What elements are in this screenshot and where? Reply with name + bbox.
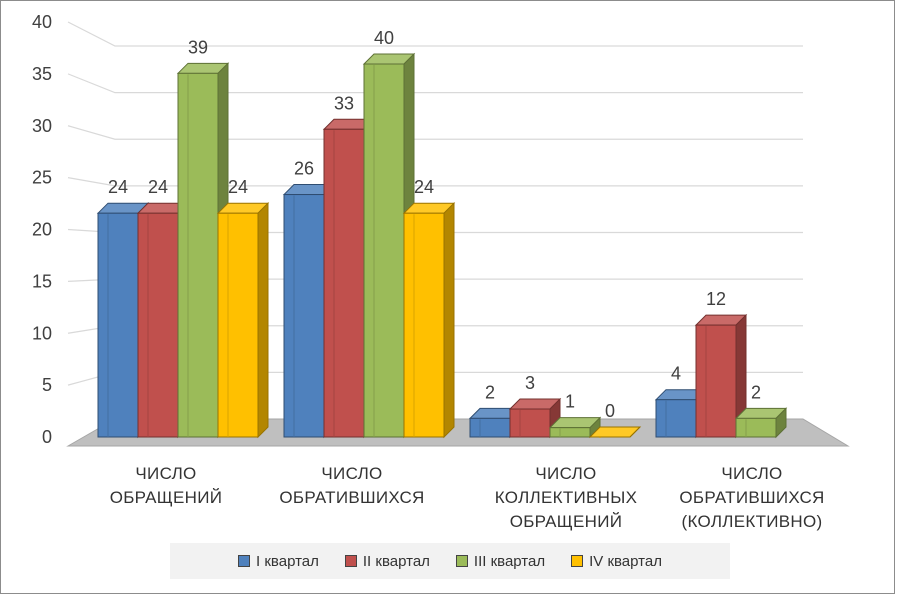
legend: I квартал II квартал III квартал IV квартал xyxy=(170,543,730,579)
legend-item: I квартал xyxy=(238,553,319,570)
legend-item: IV квартал xyxy=(571,553,662,570)
y-tick-label: 40 xyxy=(32,12,52,32)
y-tick-label: 15 xyxy=(32,271,52,291)
category-label: (КОЛЛЕКТИВНО) xyxy=(682,512,823,531)
data-label: 2 xyxy=(485,382,495,402)
data-label: 4 xyxy=(671,364,681,384)
bar xyxy=(216,201,270,439)
category-label: ЧИСЛО xyxy=(135,464,196,483)
bars xyxy=(96,52,788,439)
y-tick-label: 30 xyxy=(32,116,52,136)
bar xyxy=(508,397,562,439)
bar xyxy=(548,416,602,439)
legend-swatch xyxy=(238,555,251,567)
y-axis-ticks: 0 5 10 15 20 25 30 35 40 xyxy=(32,12,52,447)
category-label: ОБРАЩЕНИЙ xyxy=(510,512,623,531)
legend-label: IV квартал xyxy=(589,552,662,570)
data-label: 24 xyxy=(228,177,248,197)
data-label: 39 xyxy=(188,37,208,57)
legend-item: II квартал xyxy=(344,552,430,570)
legend-label: I квартал xyxy=(256,552,319,570)
data-label: 2 xyxy=(751,382,761,402)
gridlines xyxy=(67,21,803,386)
data-label: 24 xyxy=(108,177,128,197)
category-label: ЧИСЛО xyxy=(535,464,596,483)
category-label: ОБРАТИВШИХСЯ xyxy=(279,488,424,507)
y-tick-label: 10 xyxy=(32,323,52,343)
y-tick-label: 5 xyxy=(42,375,52,395)
bar xyxy=(402,201,456,439)
legend-label: II квартал xyxy=(362,552,430,570)
data-label: 24 xyxy=(148,177,168,197)
legend-swatch xyxy=(455,555,468,567)
y-tick-label: 0 xyxy=(42,427,52,447)
category-labels: ЧИСЛО ОБРАЩЕНИЙ ЧИСЛО ОБРАТИВШИХСЯ ЧИСЛО КОЛЛ… xyxy=(110,464,825,531)
data-label: 12 xyxy=(706,289,726,309)
y-tick-label: 25 xyxy=(32,168,52,188)
bar xyxy=(734,407,788,439)
data-label: 0 xyxy=(605,401,615,421)
gridline xyxy=(67,177,803,187)
category-label: ОБРАЩЕНИЙ xyxy=(110,488,223,507)
y-tick-label: 20 xyxy=(32,220,52,240)
bar xyxy=(588,426,642,438)
bar xyxy=(694,313,748,439)
data-label: 1 xyxy=(565,392,575,412)
data-label: 24 xyxy=(414,177,434,197)
category-label: ОБРАТИВШИХСЯ xyxy=(679,488,824,507)
gridline xyxy=(67,125,803,140)
legend-item: III квартал xyxy=(455,552,546,570)
gridline xyxy=(67,21,803,47)
legend-swatch xyxy=(344,555,357,567)
legend-label: III квартал xyxy=(473,552,546,570)
category-label: ЧИСЛО xyxy=(321,464,382,483)
category-label: КОЛЛЕКТИВНЫХ xyxy=(495,488,638,507)
category-label: ЧИСЛО xyxy=(721,464,782,483)
gridline xyxy=(67,73,803,94)
data-label: 33 xyxy=(334,93,354,113)
data-label: 40 xyxy=(374,28,394,48)
data-label: 3 xyxy=(525,373,535,393)
data-label: 26 xyxy=(294,159,314,179)
legend-swatch xyxy=(571,555,584,567)
y-tick-label: 35 xyxy=(32,64,52,84)
